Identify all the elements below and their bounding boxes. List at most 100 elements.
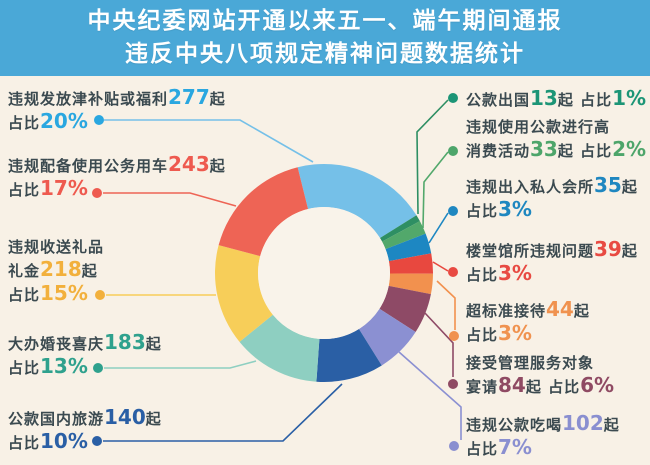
callout-text: 楼堂馆所违规问题 [466, 242, 595, 260]
callout-text: 起 占比 [557, 142, 613, 160]
callout-weddings-funerals: 大办婚丧喜庆183起占比13% [8, 331, 162, 379]
callout-gifts-money: 违规收送礼品礼金218起 占比15% [8, 236, 104, 306]
callout-text: 起 [145, 335, 162, 353]
connector-banquets [423, 311, 454, 377]
segment-overseas-trips [379, 215, 420, 242]
callout-official-buildings: 楼堂馆所违规问题39起 占比3% [466, 238, 638, 286]
title-banner: 中央纪委网站开通以来五一、端午期间通报 违反中央八项规定精神问题数据统计 [0, 0, 650, 76]
title-line-2: 违反中央八项规定精神问题数据统计 [125, 41, 525, 67]
callout-text: 占比 [466, 440, 499, 458]
segment-banquets [379, 285, 431, 333]
callout-line: 消费活动33起 占比2% [466, 138, 646, 162]
callout-value: 1% [612, 86, 647, 110]
callout-text: 大办婚丧喜庆 [8, 335, 105, 353]
callout-value: 2% [612, 137, 647, 161]
callout-value: 3% [498, 261, 532, 285]
donut-hole [258, 207, 390, 339]
callout-text: 占比 [8, 181, 41, 199]
callout-value: 35 [594, 173, 622, 197]
callout-banquets: 接受管理服务对象 宴请84起 占比6% [466, 352, 614, 398]
segment-bonus-welfare [297, 164, 417, 239]
callout-line: 违规出入私人会所35起 [466, 174, 638, 198]
callout-line: 占比3% [466, 262, 638, 286]
segment-weddings-funerals [239, 314, 320, 382]
callout-text: 起 占比 [557, 91, 613, 109]
callout-value: 20% [40, 109, 88, 133]
segment-official-buildings [388, 253, 434, 274]
callout-value: 218 [40, 257, 82, 281]
callout-line: 礼金218起 [8, 258, 104, 282]
callout-value: 102 [562, 411, 604, 435]
callout-overseas-trips: 公款出国13起 占比1% [466, 87, 646, 111]
callout-value: 44 [546, 297, 574, 321]
callout-text: 公款出国 [466, 91, 531, 109]
segment-excessive-reception [388, 273, 433, 295]
connector-domestic-travel [103, 383, 343, 442]
callout-text: 起 [209, 157, 226, 175]
callout-dot-weddings-funerals [93, 363, 103, 373]
callout-dot-domestic-travel [92, 436, 102, 446]
connector-private-clubs [428, 212, 449, 244]
callout-text: 违规收送礼品 [8, 238, 105, 256]
callout-value: 3% [498, 197, 532, 221]
callout-text: 礼金 [8, 262, 41, 280]
callout-line: 违规发放津补贴或福利277起 [8, 86, 226, 110]
callout-text: 起 [209, 90, 226, 108]
connector-weddings-funerals [104, 360, 257, 369]
callout-value: 39 [594, 237, 622, 261]
callout-line: 宴请84起 占比6% [466, 374, 614, 398]
callout-line: 占比15% [8, 282, 104, 306]
callout-value: 13% [40, 354, 88, 378]
segment-private-clubs [385, 233, 432, 262]
callout-value: 3% [498, 321, 532, 345]
connector-excessive-reception [436, 280, 456, 330]
callout-value: 10% [40, 429, 88, 453]
callout-line: 占比20% [8, 110, 226, 134]
callout-text: 起 [603, 416, 620, 434]
callout-private-clubs: 违规出入私人会所35起 占比3% [466, 174, 638, 222]
callout-domestic-travel: 公款国内旅游140起 占比10% [8, 406, 162, 454]
callout-excessive-reception: 超标准接待44起占比3% [466, 298, 590, 346]
callout-text: 宴请 [466, 378, 499, 396]
callout-text: 起 [145, 410, 162, 428]
callout-text: 占比 [466, 326, 499, 344]
callout-text: 违规发放津补贴或福利 [8, 90, 169, 108]
segment-official-vehicles [218, 167, 309, 257]
callout-line: 占比3% [466, 198, 638, 222]
callout-line: 楼堂馆所违规问题39起 [466, 238, 638, 262]
callout-line: 占比7% [466, 436, 620, 460]
callout-line: 违规配备使用公务用车243起 [8, 153, 226, 177]
callout-line: 占比10% [8, 430, 162, 454]
callout-value: 183 [104, 330, 146, 354]
callout-text: 起 占比 [525, 378, 581, 396]
callout-text: 超标准接待 [466, 302, 547, 320]
callout-line: 占比17% [8, 177, 226, 201]
connector-bonus-welfare [104, 119, 314, 163]
connector-public-funds-dining [398, 351, 462, 440]
callout-line: 公款国内旅游140起 [8, 406, 162, 430]
callout-dot-official-buildings [448, 267, 458, 277]
callout-dot-high-consumption [448, 146, 458, 156]
callout-text: 消费活动 [466, 142, 531, 160]
callout-public-funds-dining: 违规公款吃喝102起 占比7% [466, 412, 620, 460]
callout-line: 违规收送礼品 [8, 236, 104, 258]
callout-value: 84 [498, 373, 526, 397]
callout-text: 占比 [8, 359, 41, 377]
callout-value: 17% [40, 176, 88, 200]
callout-text: 违规配备使用公务用车 [8, 157, 169, 175]
callout-value: 7% [498, 435, 532, 459]
connector-official-vehicles [103, 192, 237, 207]
callout-text: 占比 [466, 202, 499, 220]
callout-dot-official-vehicles [92, 188, 102, 198]
callout-value: 15% [40, 281, 88, 305]
callout-value: 13 [530, 86, 558, 110]
callout-line: 违规公款吃喝102起 [466, 412, 620, 436]
callout-text: 起 [621, 178, 638, 196]
callout-text: 违规出入私人会所 [466, 178, 595, 196]
segment-public-funds-dining [358, 308, 416, 366]
callout-dot-overseas-trips [448, 93, 458, 103]
callout-text: 起 [573, 302, 590, 320]
callout-text: 占比 [8, 434, 41, 452]
callout-value: 6% [580, 373, 615, 397]
